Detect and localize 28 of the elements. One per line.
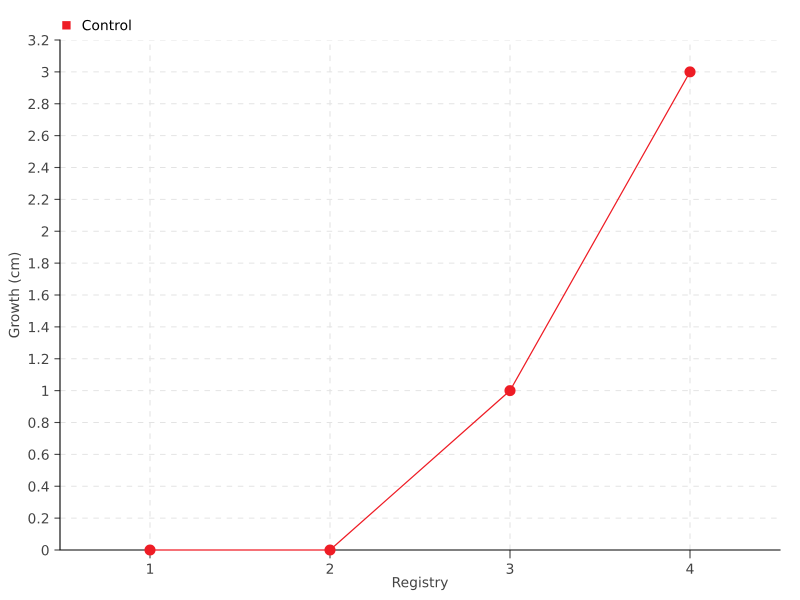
y-tick-label: 0 [42, 544, 49, 556]
y-tick-label: 1.2 [29, 354, 48, 364]
y-tick-label: 1.6 [29, 290, 49, 300]
y-tick-label: 3 [42, 66, 48, 78]
x-tick-label: 2 [326, 563, 334, 574]
y-tick-label: 1.8 [29, 258, 49, 269]
x-tick-label: 1 [147, 564, 154, 574]
y-tick-label: 2.8 [28, 98, 49, 110]
y-tick-label: 3.2 [28, 34, 48, 46]
y-tick-label: 1.4 [29, 322, 49, 332]
point [504, 385, 516, 396]
point [144, 544, 156, 556]
y-tick-label: 2 [42, 226, 48, 237]
y-tick-label: 2.2 [28, 194, 48, 205]
x-tick-label: 4 [686, 564, 694, 574]
y-tick-label: 0.8 [28, 417, 49, 428]
y-tick-label: 2.4 [28, 162, 49, 173]
y-axis-title: Growth (cm) [8, 252, 21, 338]
point [684, 66, 696, 78]
x-axis-title: Registry [392, 576, 448, 590]
x-tick-label: 3 [506, 563, 514, 574]
point [324, 544, 336, 556]
y-tick-label: 0.6 [28, 449, 49, 460]
y-tick-label: 0.2 [28, 513, 48, 524]
legend-label: Control [82, 20, 131, 30]
y-tick-label: 2.6 [28, 130, 49, 142]
y-tick-label: 1 [42, 386, 48, 396]
y-tick-label: 0.4 [28, 481, 49, 492]
